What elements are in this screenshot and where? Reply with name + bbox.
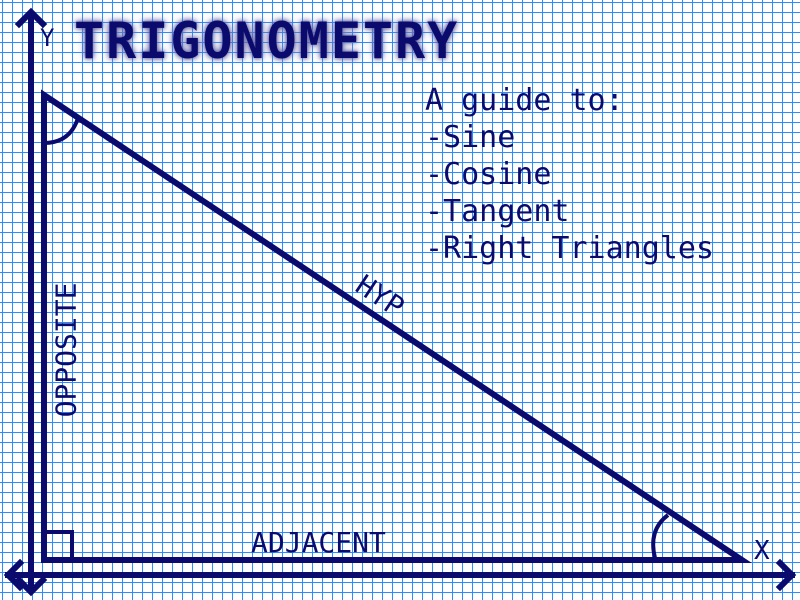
opposite-label: OPPOSITE [49,282,83,418]
y-axis-label: Y [40,24,55,52]
guide-item: -Right Triangles [425,231,714,266]
x-axis-label: X [754,536,770,566]
page-title: TRIGONOMETRY [74,12,460,70]
guide-item: -Cosine [425,157,552,192]
guide-item: -Sine [425,120,516,155]
bottom-angle-arc [651,513,670,559]
adjacent-label: ADJACENT [251,526,386,559]
guide-heading: A guide to: [425,83,624,118]
right-angle-marker [43,530,74,561]
x-axis-arrow-left [3,558,25,592]
y-axis-arrow-top [14,7,48,29]
x-axis-arrow-right [775,558,797,592]
right-triangle [41,89,752,563]
y-axis-arrow-bottom [14,575,48,597]
guide-item: -Tangent [425,194,570,229]
guide-list: A guide to: -Sine -Cosine -Tangent -Righ… [425,82,714,267]
top-angle-arc [43,117,80,145]
